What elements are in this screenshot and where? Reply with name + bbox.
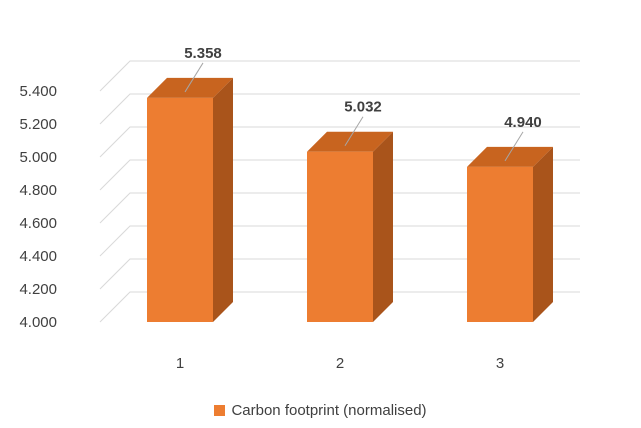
legend-label: Carbon footprint (normalised) (231, 402, 427, 419)
y-tick-label: 4.800 (19, 182, 57, 199)
legend-swatch (214, 405, 226, 416)
y-tick-label: 4.200 (19, 281, 57, 298)
gridline (99, 93, 580, 125)
gridline (99, 60, 580, 92)
data-label-leader (184, 62, 204, 93)
x-tick-label: 1 (176, 355, 184, 372)
data-label: 5.032 (344, 99, 382, 116)
legend: Carbon footprint (normalised) (0, 402, 641, 419)
data-label-leader (344, 116, 364, 146)
bar-top (307, 131, 393, 152)
bar-top (147, 77, 233, 98)
bar (147, 97, 213, 323)
y-tick-label: 4.000 (19, 314, 57, 331)
bar-side (213, 77, 233, 323)
y-tick-label: 4.400 (19, 248, 57, 265)
gridline (99, 225, 580, 257)
gridline (99, 192, 580, 224)
y-tick-label: 4.600 (19, 215, 57, 232)
data-label-leader (504, 131, 524, 162)
gridline (99, 291, 580, 323)
bar (307, 151, 373, 322)
y-tick-label: 5.400 (19, 83, 57, 100)
y-tick-label: 5.000 (19, 149, 57, 166)
gridline (99, 159, 580, 191)
gridline (99, 126, 580, 158)
bar-side (533, 146, 553, 322)
y-tick-label: 5.200 (19, 116, 57, 133)
x-tick-label: 3 (496, 355, 504, 372)
x-tick-label: 2 (336, 355, 344, 372)
bar (467, 166, 533, 322)
bar-top (467, 146, 553, 167)
gridline (99, 258, 580, 290)
data-label: 4.940 (504, 114, 542, 131)
data-label: 5.358 (184, 45, 222, 62)
bar-side (373, 131, 393, 322)
